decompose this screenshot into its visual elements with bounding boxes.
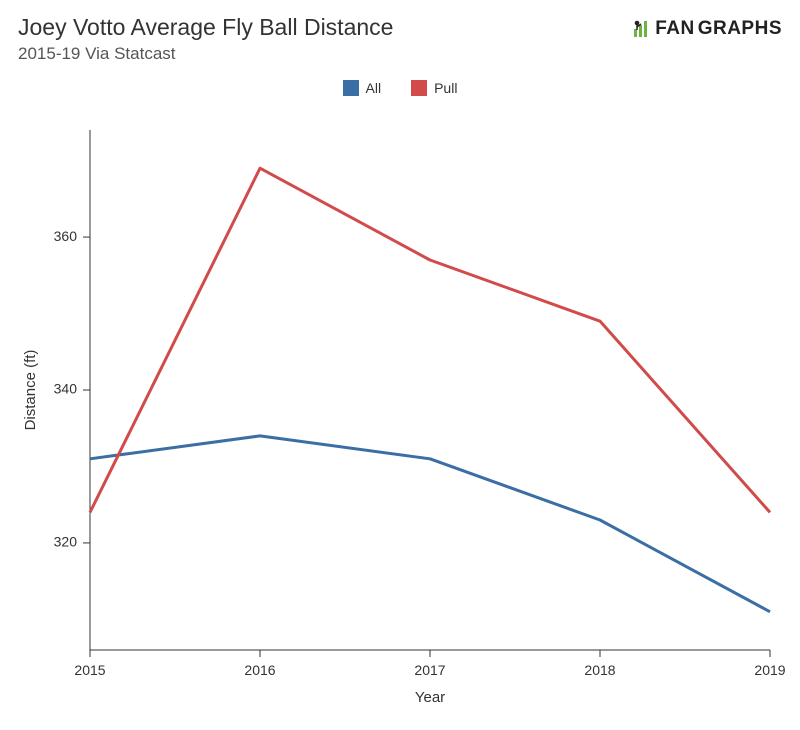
svg-text:Year: Year: [415, 689, 445, 706]
svg-text:2019: 2019: [754, 662, 785, 678]
svg-text:320: 320: [54, 534, 78, 550]
fangraphs-logo: FANGRAPHS: [632, 18, 782, 40]
legend-label: All: [366, 80, 382, 96]
logo-text-fan: FAN: [655, 18, 695, 40]
svg-text:2017: 2017: [414, 662, 445, 678]
legend-swatch: [411, 80, 427, 96]
svg-text:2016: 2016: [244, 662, 275, 678]
header: Joey Votto Average Fly Ball Distance 201…: [0, 0, 800, 70]
line-chart-svg: 320 340 360 2015 2016 2017 2018 2019 Year Distanc…: [0, 110, 800, 720]
legend: All Pull: [0, 80, 800, 96]
logo-text-graphs: GRAPHS: [698, 18, 782, 40]
svg-text:2018: 2018: [584, 662, 615, 678]
legend-swatch: [343, 80, 359, 96]
logo-icon: [632, 19, 652, 39]
series-all: [90, 436, 770, 612]
svg-text:360: 360: [54, 228, 78, 244]
series-pull: [90, 168, 770, 512]
legend-item-pull: Pull: [411, 80, 457, 96]
chart-title: Joey Votto Average Fly Ball Distance: [18, 14, 393, 42]
title-block: Joey Votto Average Fly Ball Distance 201…: [18, 14, 393, 64]
svg-text:Distance (ft): Distance (ft): [22, 350, 39, 431]
svg-text:2015: 2015: [74, 662, 105, 678]
chart-subtitle: 2015-19 Via Statcast: [18, 44, 393, 64]
legend-label: Pull: [434, 80, 457, 96]
svg-text:340: 340: [54, 381, 78, 397]
chart-area: 320 340 360 2015 2016 2017 2018 2019 Year Distanc…: [0, 110, 800, 720]
legend-item-all: All: [343, 80, 382, 96]
